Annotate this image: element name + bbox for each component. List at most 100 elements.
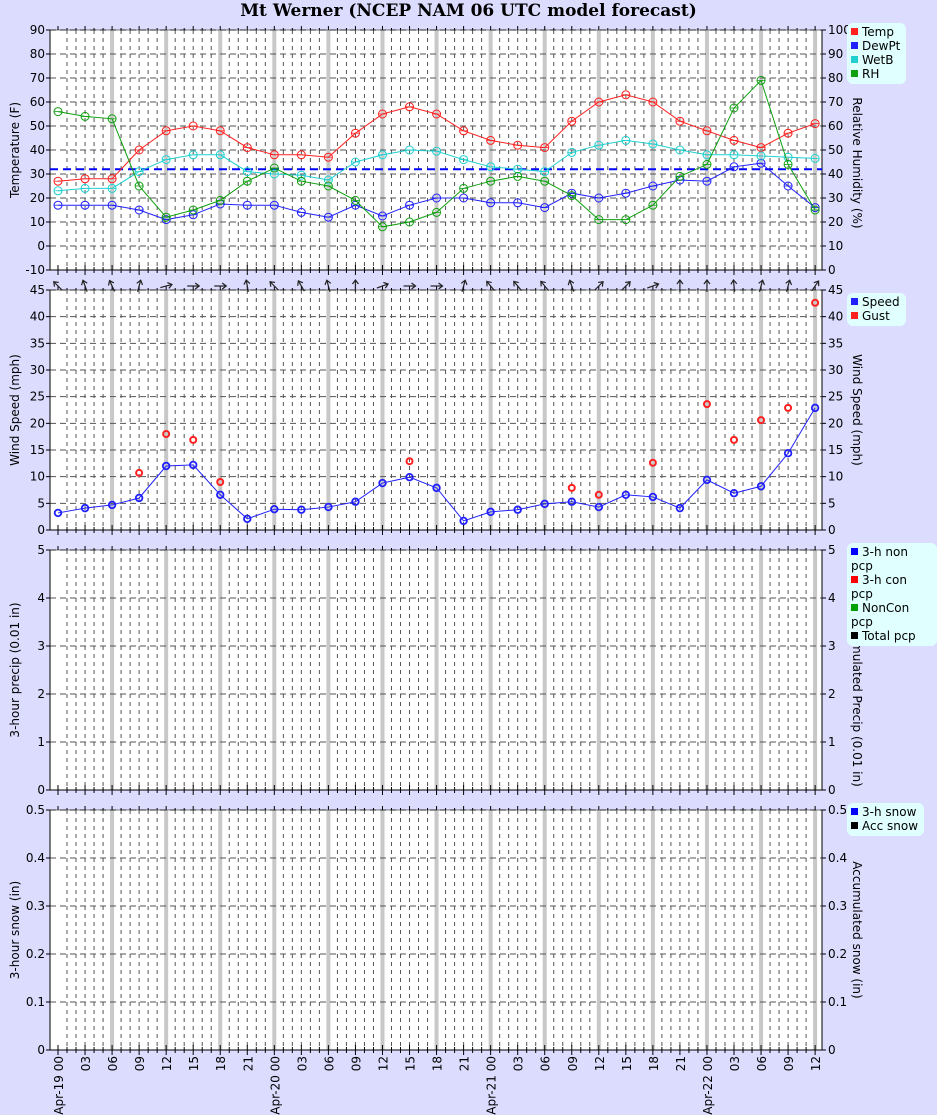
x-tick-label: 03 bbox=[728, 1056, 742, 1071]
arrow-shaft bbox=[647, 283, 659, 289]
y-right-tick-label: 15 bbox=[828, 443, 843, 457]
legend-swatch bbox=[851, 604, 858, 611]
data-point bbox=[297, 505, 306, 514]
x-tick-label: 03 bbox=[79, 1056, 93, 1071]
y-tick-label: 1 bbox=[37, 735, 45, 749]
legend-label: NonCon pcp bbox=[851, 601, 910, 629]
legend-label: WetB bbox=[862, 53, 894, 67]
arrow-shaft bbox=[569, 280, 575, 292]
wind-direction-arrow bbox=[758, 279, 766, 292]
wind-direction-arrow bbox=[703, 279, 711, 292]
y-right-tick-label: 0.3 bbox=[828, 899, 847, 913]
wind-direction-arrow bbox=[460, 279, 468, 292]
x-tick-label: 15 bbox=[187, 1056, 201, 1071]
series-wetb bbox=[53, 135, 820, 196]
data-point bbox=[567, 497, 576, 506]
series-dewpt bbox=[53, 158, 820, 225]
x-tick-label: 21 bbox=[458, 1056, 472, 1071]
arrow-shaft bbox=[758, 280, 764, 292]
y-tick-label: 40 bbox=[30, 310, 45, 324]
data-point bbox=[405, 457, 414, 466]
data-point bbox=[757, 416, 766, 425]
y-right-tick-label: 10 bbox=[828, 470, 843, 484]
x-tick-label: 12 bbox=[593, 1056, 607, 1071]
legend-label: DewPt bbox=[862, 39, 901, 53]
legend-panel-1: Temp DewPt WetB RH bbox=[847, 23, 907, 84]
y-right-tick-label: 5 bbox=[828, 543, 836, 557]
y-right-axis-title: Wind Speed (mph) bbox=[850, 354, 864, 466]
arrow-head bbox=[813, 280, 820, 287]
data-point bbox=[459, 516, 468, 526]
y-tick-label: 35 bbox=[30, 336, 45, 350]
x-tick-label: 18 bbox=[431, 1056, 445, 1071]
data-point bbox=[216, 478, 225, 486]
y-tick-label: 20 bbox=[30, 416, 45, 430]
wind-direction-arrow bbox=[811, 280, 820, 292]
legend-item: RH bbox=[851, 67, 900, 81]
y-right-tick-label: 80 bbox=[828, 71, 843, 85]
arrow-head bbox=[567, 279, 575, 286]
legend-item: 3-h snow bbox=[851, 805, 918, 819]
legend-item: Speed bbox=[851, 295, 900, 309]
data-point bbox=[756, 482, 766, 491]
arrow-shaft bbox=[297, 280, 305, 292]
y-right-tick-label: 1 bbox=[828, 735, 836, 749]
wind-direction-arrow bbox=[297, 279, 305, 292]
arrow-shaft bbox=[160, 283, 173, 289]
y-right-tick-label: 30 bbox=[828, 191, 843, 205]
arrow-head bbox=[324, 279, 332, 286]
wind-direction-arrow bbox=[187, 282, 201, 290]
data-point bbox=[351, 497, 360, 506]
arrow-head bbox=[411, 282, 417, 290]
arrow-head bbox=[167, 282, 173, 289]
y-tick-label: 0 bbox=[37, 523, 45, 537]
wind-direction-arrow bbox=[540, 280, 550, 291]
legend-item: Total pcp bbox=[851, 629, 931, 643]
wind-direction-arrow bbox=[107, 279, 116, 292]
legend-item: 3-h con pcp bbox=[851, 573, 931, 601]
y-right-tick-label: 90 bbox=[828, 47, 843, 61]
legend-swatch bbox=[851, 28, 858, 35]
y-right-tick-label: 60 bbox=[828, 119, 843, 133]
y-right-axis-title: Accumulated Precip (0.01 in) bbox=[850, 613, 864, 787]
data-point bbox=[567, 483, 576, 492]
x-tick-label: 06 bbox=[755, 1056, 769, 1071]
arrow-head bbox=[540, 280, 546, 287]
x-tick-label: 21 bbox=[241, 1056, 255, 1071]
data-point bbox=[161, 461, 171, 471]
y-tick-label: 0.4 bbox=[26, 851, 45, 865]
y-axis-title: Temperature (F) bbox=[8, 102, 22, 199]
y-tick-label: 60 bbox=[30, 95, 45, 109]
legend-swatch bbox=[851, 808, 858, 815]
y-right-tick-label: 40 bbox=[828, 310, 843, 324]
arrow-head bbox=[730, 279, 738, 285]
wind-direction-arrow bbox=[376, 281, 390, 289]
y-tick-label: 45 bbox=[30, 283, 45, 297]
data-point bbox=[513, 505, 522, 514]
panel-2: 0 5 10 15 20 25 30 35 40 45 0 5 10 15 20 25 30 35 40 45 Wind… bbox=[8, 279, 864, 537]
arrow-head bbox=[107, 279, 115, 286]
y-right-tick-label: 0.2 bbox=[828, 947, 847, 961]
legend-swatch bbox=[851, 312, 858, 319]
x-tick-label: 15 bbox=[620, 1056, 634, 1071]
x-tick-label: 09 bbox=[566, 1056, 580, 1071]
legend-panel-4: 3-h snow Acc snow bbox=[847, 803, 925, 836]
y-right-axis-title: Accumulated snow (in) bbox=[850, 861, 864, 998]
y-right-tick-label: 45 bbox=[828, 283, 843, 297]
data-point bbox=[80, 503, 90, 513]
y-right-tick-label: 0.1 bbox=[828, 995, 847, 1009]
wind-direction-arrow bbox=[160, 282, 173, 289]
x-tick-label: 03 bbox=[512, 1056, 526, 1071]
arrow-head bbox=[53, 281, 59, 287]
y-tick-label: -10 bbox=[25, 263, 45, 277]
wind-direction-arrow bbox=[486, 280, 495, 291]
arrow-head bbox=[194, 282, 201, 290]
data-point bbox=[216, 490, 225, 499]
y-tick-label: 0.1 bbox=[26, 995, 45, 1009]
data-point bbox=[324, 502, 333, 512]
chart-title: Mt Werner (NCEP NAM 06 UTC model forecas… bbox=[240, 1, 697, 21]
arrow-head bbox=[221, 282, 228, 290]
panel-4: 0 0.1 0.2 0.3 0.4 0.5 0 0.1 0.2 0.3 0.4 0.5 3-hour s… bbox=[8, 803, 864, 1057]
data-point bbox=[432, 483, 441, 493]
